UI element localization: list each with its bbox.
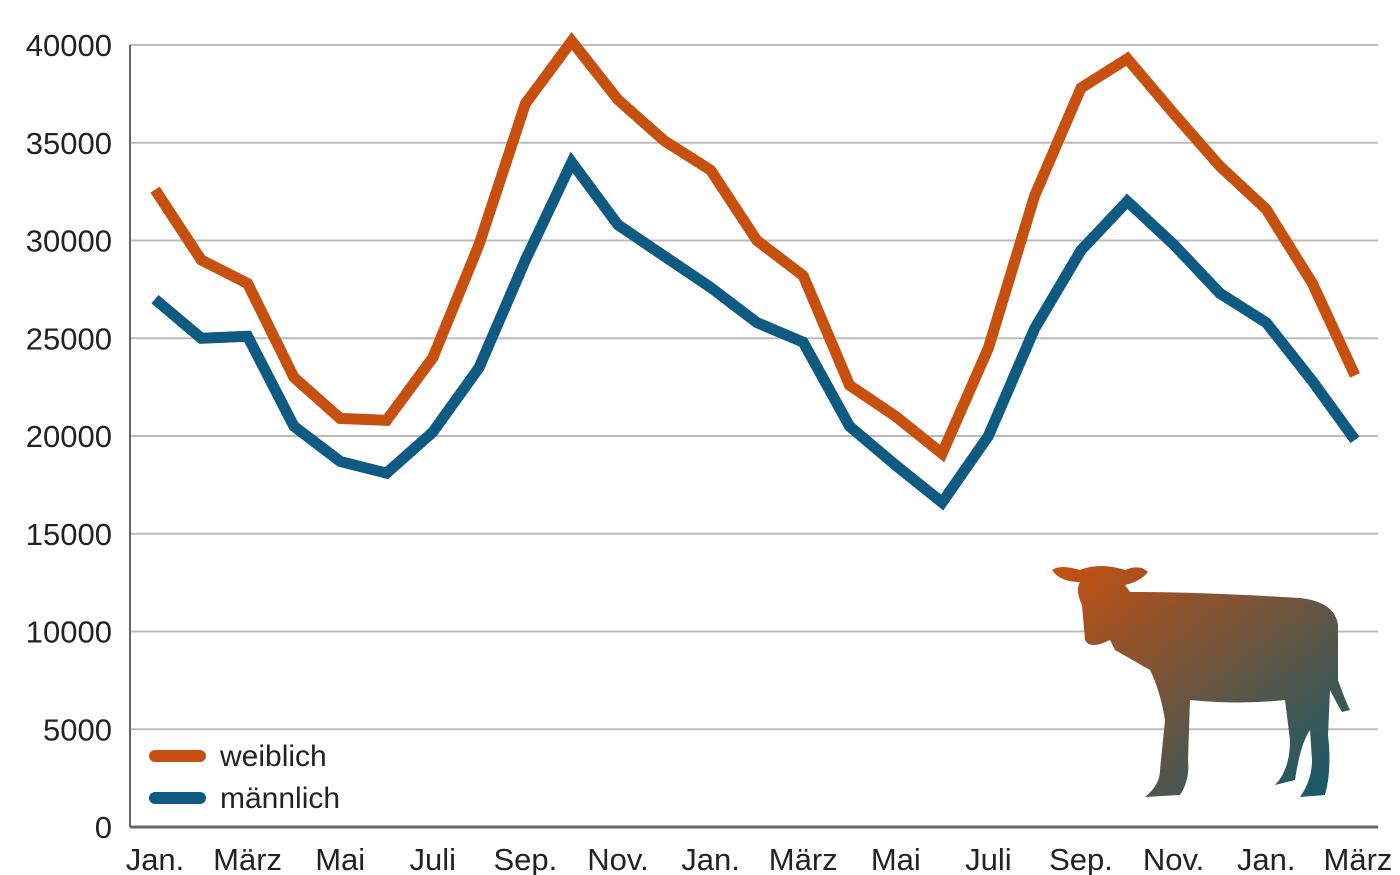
x-tick-label: Jan. xyxy=(1237,842,1296,875)
x-tick-label: März xyxy=(213,842,282,875)
x-tick-label: März xyxy=(1324,842,1393,875)
legend-label: weiblich xyxy=(219,740,327,773)
y-tick-label: 10000 xyxy=(26,615,112,650)
y-tick-label: 30000 xyxy=(26,224,112,259)
y-tick-label: 0 xyxy=(95,810,112,845)
y-tick-label: 25000 xyxy=(26,321,112,356)
x-tick-label: Sep. xyxy=(1049,842,1113,875)
x-tick-label: Nov. xyxy=(587,842,648,875)
x-tick-label: Nov. xyxy=(1143,842,1204,875)
legend-label: männlich xyxy=(220,782,340,815)
x-tick-label: Juli xyxy=(965,842,1012,875)
y-tick-label: 40000 xyxy=(26,28,112,63)
series-line-1 xyxy=(151,151,1360,511)
x-tick-label: Jan. xyxy=(681,842,740,875)
x-tick-label: Jan. xyxy=(126,842,185,875)
y-tick-label: 35000 xyxy=(26,126,112,161)
x-tick-label: Juli xyxy=(410,842,457,875)
calf-silhouette-icon xyxy=(1052,566,1350,797)
x-tick-label: Mai xyxy=(871,842,921,875)
x-tick-label: Sep. xyxy=(494,842,558,875)
y-tick-label: 5000 xyxy=(43,712,112,747)
x-tick-label: März xyxy=(769,842,838,875)
y-tick-label: 15000 xyxy=(26,517,112,552)
y-tick-label: 20000 xyxy=(26,419,112,454)
x-tick-label: Mai xyxy=(315,842,365,875)
